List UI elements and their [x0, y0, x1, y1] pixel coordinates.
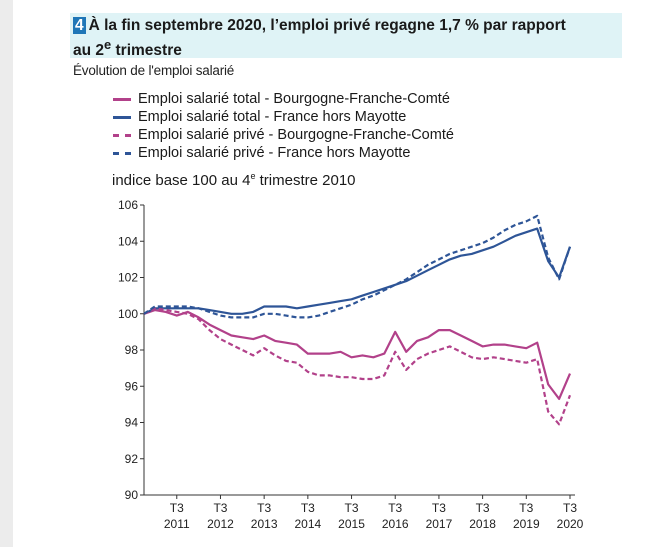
legend-label: Emploi salarié privé - France hors Mayot… [138, 145, 411, 161]
x-tick-label-quarter: T3 [345, 501, 359, 515]
chart-title: indice base 100 au 4e trimestre 2010 [112, 171, 356, 189]
x-tick-label-year: 2020 [557, 517, 584, 531]
left-margin-strip [0, 0, 13, 547]
legend-swatch [113, 134, 131, 137]
x-tick-label-year: 2014 [294, 517, 321, 531]
y-tick-label: 92 [125, 452, 139, 466]
legend-swatch [113, 116, 131, 119]
chart-title-post: trimestre 2010 [255, 172, 356, 189]
x-tick-label-year: 2016 [382, 517, 409, 531]
y-tick-label: 96 [125, 379, 139, 393]
legend-label: Emploi salarié privé - Bourgogne-Franche… [138, 127, 454, 143]
x-tick-label-year: 2017 [426, 517, 453, 531]
y-tick-label: 106 [118, 198, 138, 212]
x-tick-label-quarter: T3 [170, 501, 184, 515]
y-tick-label: 94 [125, 416, 139, 430]
y-tick-label: 100 [118, 307, 138, 321]
figure-title-line2-pre: au 2 [73, 42, 105, 60]
x-tick-label-year: 2018 [469, 517, 496, 531]
y-tick-label: 90 [125, 488, 139, 502]
x-tick-label-year: 2012 [207, 517, 234, 531]
series-line-4 [143, 214, 572, 319]
x-tick-label-quarter: T3 [301, 501, 315, 515]
figure-title-line2-post: trimestre [111, 42, 182, 60]
figure-title-line2-sup: e [104, 37, 112, 52]
legend-swatch [113, 98, 131, 101]
x-tick-label-year: 2013 [251, 517, 278, 531]
y-tick-label: 98 [125, 343, 139, 357]
figure-subtitle: Évolution de l'emploi salarié [73, 63, 235, 78]
figure-title-line1: À la fin septembre 2020, l’emploi privé … [88, 17, 566, 34]
chart-title-pre: indice base 100 au 4 [112, 172, 251, 189]
y-tick-label: 102 [118, 271, 138, 285]
series-line-1 [143, 309, 572, 400]
series-line-2 [143, 227, 572, 315]
x-tick-label-quarter: T3 [563, 501, 577, 515]
figure-number-badge: 4 [73, 17, 86, 34]
x-tick-label-year: 2015 [338, 517, 365, 531]
y-tick-label: 104 [118, 234, 138, 248]
x-tick-label-year: 2019 [513, 517, 540, 531]
x-tick-label-quarter: T3 [519, 501, 533, 515]
legend-label: Emploi salarié total - France hors Mayot… [138, 109, 407, 125]
x-tick-label-quarter: T3 [432, 501, 446, 515]
x-tick-label-quarter: T3 [213, 501, 227, 515]
x-tick-label-quarter: T3 [388, 501, 402, 515]
x-tick-label-quarter: T3 [257, 501, 271, 515]
chart-title-sup: e [250, 171, 256, 181]
legend-label: Emploi salarié total - Bourgogne-Franche… [138, 91, 450, 107]
series-line-3 [143, 307, 572, 426]
legend-swatch [113, 152, 131, 155]
x-tick-label-year: 2011 [164, 517, 190, 531]
x-tick-label-quarter: T3 [476, 501, 490, 515]
